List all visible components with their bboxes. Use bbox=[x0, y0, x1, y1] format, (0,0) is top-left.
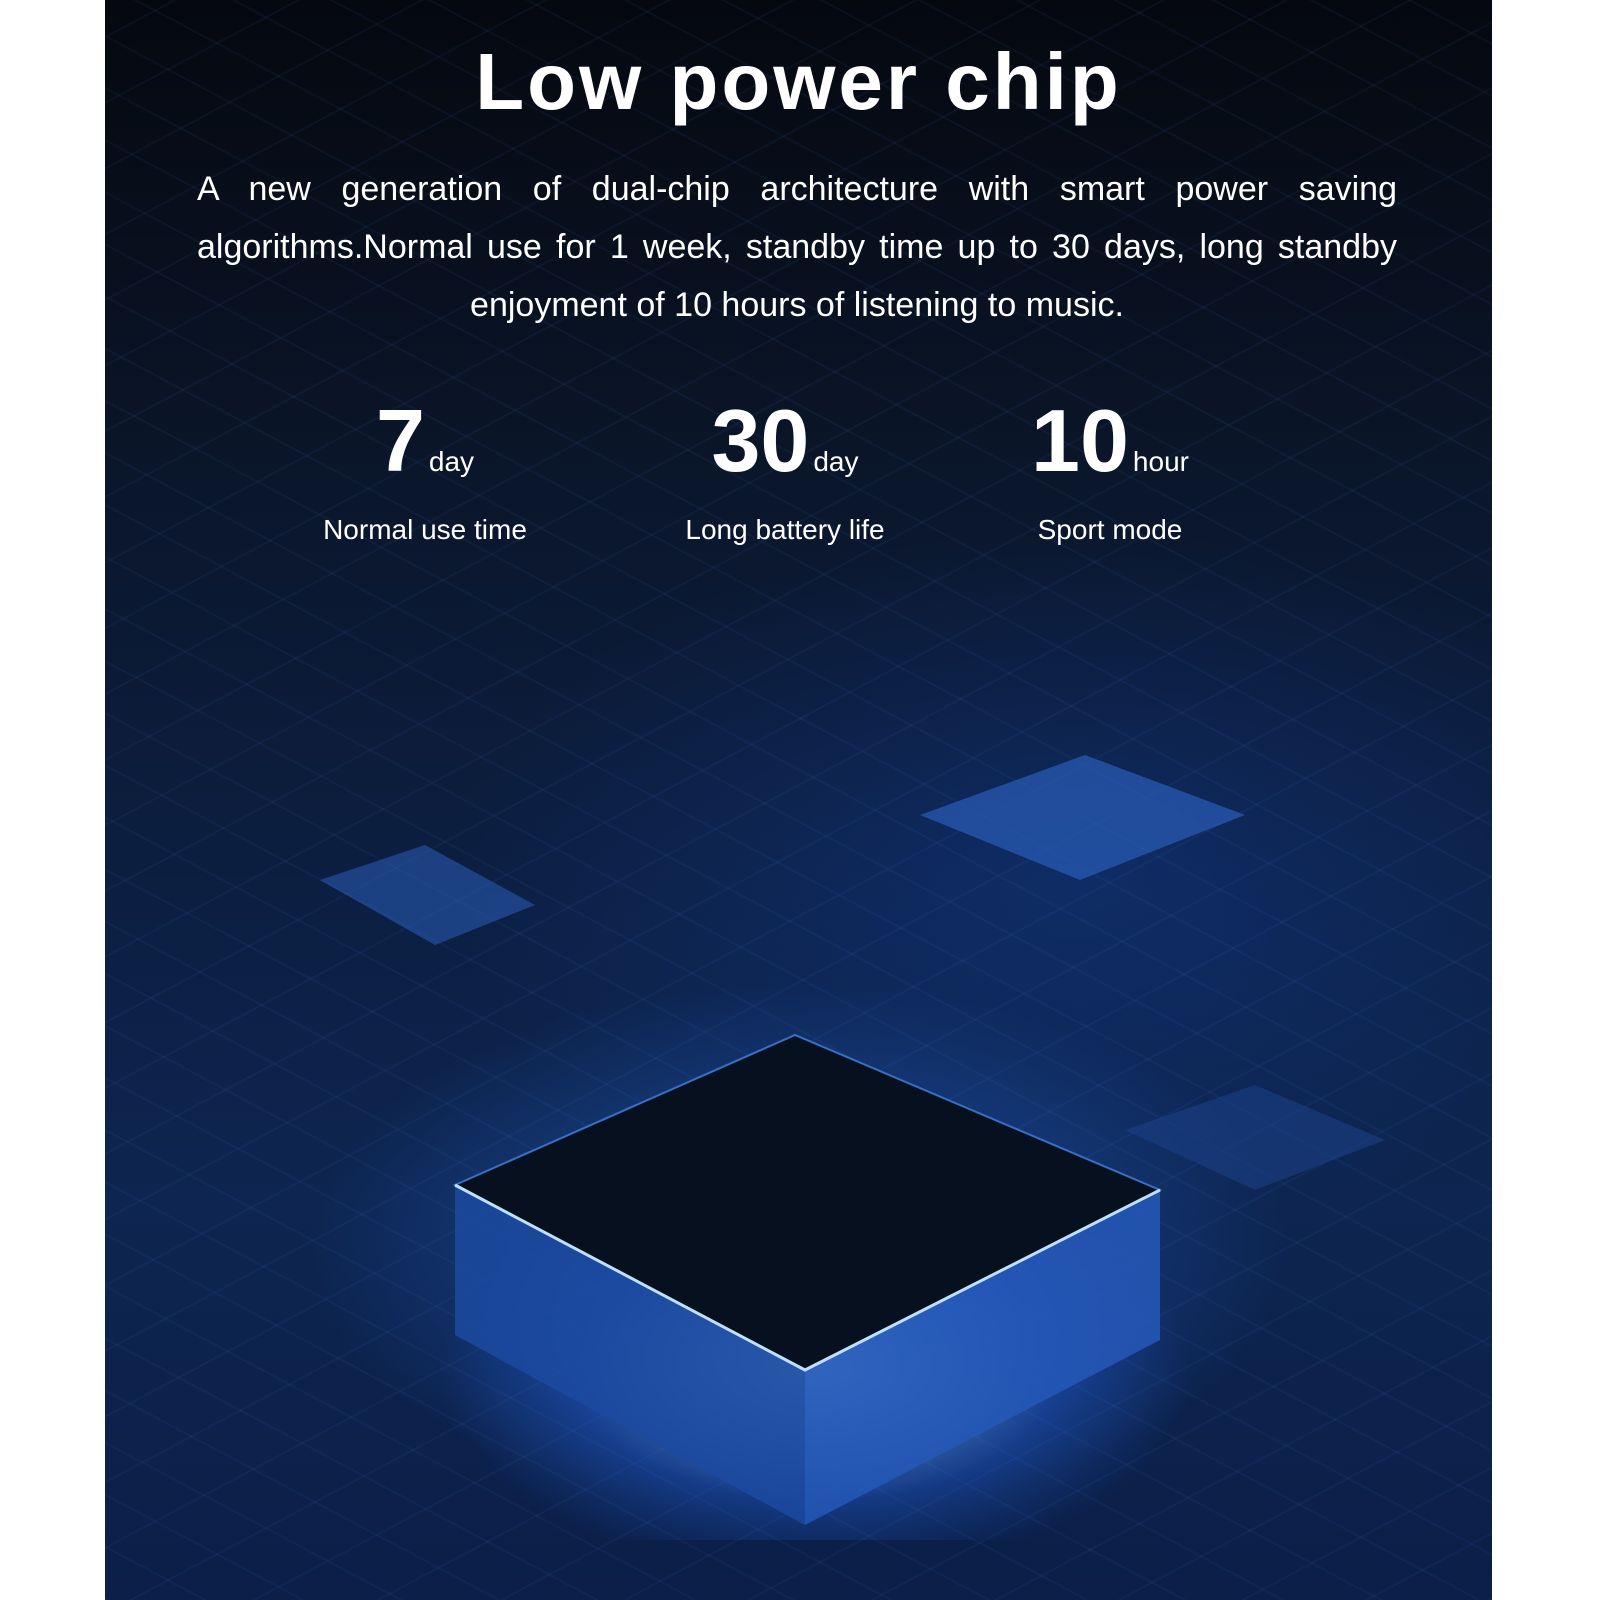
stat-unit: day bbox=[428, 446, 475, 477]
small-chip-far-right bbox=[1125, 1085, 1385, 1190]
stat-label: Normal use time bbox=[323, 514, 527, 545]
chip-left-side bbox=[455, 1185, 805, 1525]
page-title: Low power chip bbox=[475, 37, 1122, 126]
stat-unit: hour bbox=[1132, 446, 1189, 477]
chip-illustration bbox=[320, 755, 1385, 1525]
product-banner: Low power chip A new generation of dual-… bbox=[105, 0, 1492, 1600]
stat-value: 10 bbox=[1031, 391, 1129, 490]
stat-value: 7 bbox=[375, 391, 425, 490]
stat-normal-use: 7 day Normal use time bbox=[275, 390, 575, 546]
stat-value: 30 bbox=[711, 391, 810, 490]
small-chip-right bbox=[920, 755, 1245, 880]
stat-label: Sport mode bbox=[1037, 514, 1183, 545]
chip-right-side bbox=[805, 1190, 1160, 1525]
stat-sport-mode: 10 hour Sport mode bbox=[960, 390, 1260, 546]
stat-battery-life: 30 day Long battery life bbox=[635, 390, 935, 546]
small-chip-left bbox=[320, 845, 535, 945]
stat-unit: day bbox=[813, 446, 859, 477]
stat-label: Long battery life bbox=[685, 514, 885, 545]
description: A new generation of dual-chip architectu… bbox=[197, 170, 1397, 324]
